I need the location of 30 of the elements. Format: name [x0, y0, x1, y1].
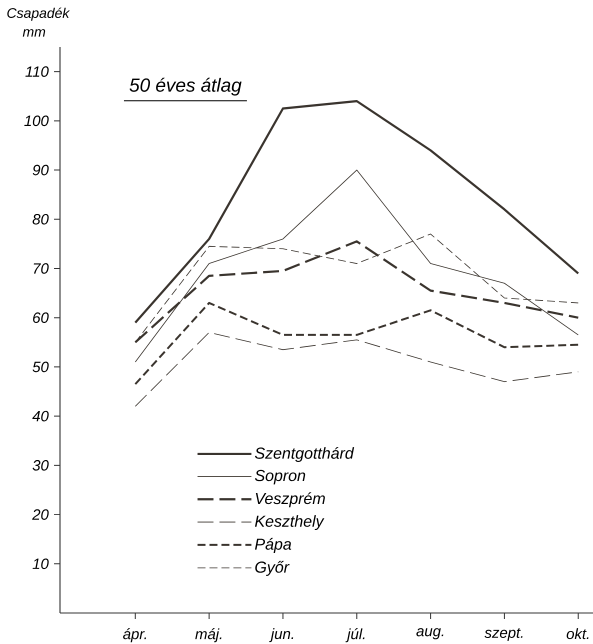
- legend-label: Veszprém: [256, 492, 325, 508]
- line-series: [134, 302, 580, 386]
- x-tick-label: ápr.: [123, 628, 146, 642]
- legend-label: Keszthely: [254, 515, 324, 530]
- y-axis-title: Csapadék: [7, 8, 70, 21]
- legend-label: Pápa: [254, 538, 292, 553]
- x-tick-label: máj.: [195, 628, 222, 642]
- x-tick-label: jun.: [269, 628, 294, 642]
- y-tick-label: 110: [25, 66, 49, 77]
- y-tick-label: 70: [34, 263, 49, 274]
- line-series: [134, 100, 580, 324]
- y-tick-label: 90: [32, 164, 49, 176]
- y-tick-label: 40: [32, 410, 49, 422]
- x-tick-label: okt.: [566, 628, 588, 640]
- y-tick-label: 20: [32, 509, 49, 520]
- y-tick-label: 50: [32, 362, 49, 372]
- x-tick-label: szept.: [484, 628, 523, 641]
- y-tick-label: 10: [32, 558, 49, 570]
- line-series: [134, 170, 579, 362]
- legend-label: Sopron: [254, 470, 306, 484]
- y-tick-label: 60: [33, 312, 49, 323]
- y-tick-label: 30: [32, 460, 49, 471]
- legend-label: Győr: [255, 560, 290, 576]
- y-tick-label: 100: [24, 116, 49, 126]
- text: 50 éves átlag: [130, 78, 242, 96]
- x-tick-label: aug.: [416, 628, 444, 640]
- text: mm: [22, 29, 46, 37]
- legend-label: Szentgotthárd: [254, 446, 354, 462]
- x-tick-label: júl.: [346, 628, 364, 642]
- y-tick-label: 80: [32, 214, 49, 225]
